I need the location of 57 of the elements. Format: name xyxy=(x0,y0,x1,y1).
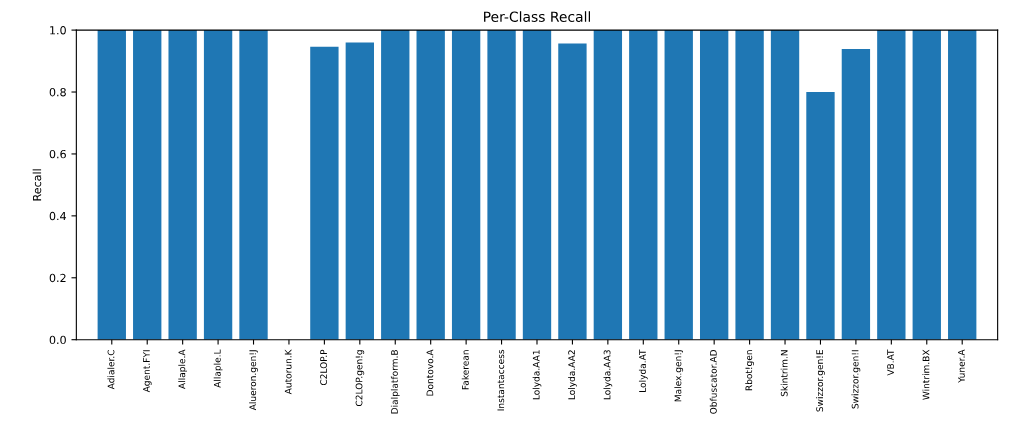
y-tick-label: 1.0 xyxy=(50,26,66,35)
bar xyxy=(522,30,552,340)
bar xyxy=(948,30,977,340)
bar xyxy=(451,30,481,340)
x-tick-label: C2LOP.P xyxy=(320,349,328,386)
bar xyxy=(877,30,906,340)
bar xyxy=(203,30,233,340)
x-tick-label: Malex.gen!J xyxy=(674,350,684,402)
bar xyxy=(806,92,835,340)
bar xyxy=(345,42,374,340)
bar xyxy=(629,30,658,340)
x-tick-label: Lolyda.AA1 xyxy=(532,350,542,400)
bar xyxy=(168,30,197,340)
y-tick-label: 0.2 xyxy=(49,273,66,283)
x-tick-label: Lolyda.AA3 xyxy=(603,350,613,400)
bar xyxy=(558,43,587,340)
bar xyxy=(841,48,871,340)
bar xyxy=(593,30,623,340)
bar xyxy=(735,30,764,340)
bar xyxy=(770,30,800,340)
bar xyxy=(239,30,268,340)
x-tick-label: Agent.FYI xyxy=(143,350,152,393)
bar xyxy=(97,30,126,340)
x-tick-label: Fakerean xyxy=(461,350,469,390)
bar xyxy=(381,30,410,340)
bar xyxy=(133,30,162,340)
chart-title: Per-Class Recall xyxy=(484,11,591,22)
x-tick-label: Dontovo.A xyxy=(426,349,434,396)
x-tick-label: Allaple.L xyxy=(213,349,223,388)
x-tick-label: Swizzor.gen!E xyxy=(816,350,825,412)
bar xyxy=(912,30,941,340)
x-tick-label: Adialer.C xyxy=(107,349,115,390)
x-tick-label: Yuner.A xyxy=(958,349,965,383)
x-tick-label: Autorun.K xyxy=(284,349,292,395)
x-tick-label: Skintrim.N xyxy=(780,350,788,397)
x-tick-label: Dialplatform.B xyxy=(390,350,400,414)
x-tick-label: Rbot!gen xyxy=(745,350,754,391)
y-axis-title: Recall xyxy=(32,169,42,201)
x-tick-label: Wintrim.BX xyxy=(922,349,930,400)
y-tick-label: 0.4 xyxy=(49,211,66,221)
y-tick-label: 0.8 xyxy=(49,87,66,97)
x-tick-label: Obfuscator.AD xyxy=(709,349,717,414)
bar xyxy=(487,30,516,340)
x-tick-label: VB.AT xyxy=(887,349,894,376)
x-tick-label: Alueron.gen!J xyxy=(249,350,258,411)
x-tick-label: Allaple.A xyxy=(178,349,188,389)
y-tick-label: 0.6 xyxy=(49,149,66,159)
bar xyxy=(416,30,445,340)
bar xyxy=(664,30,693,340)
x-tick-label: C2LOP.gen!g xyxy=(355,350,365,407)
bar xyxy=(699,30,729,340)
x-tick-label: Swizzor.gen!I xyxy=(851,350,861,409)
bar xyxy=(310,46,339,340)
x-tick-label: Instantaccess xyxy=(497,349,505,411)
y-tick-label: 0.0 xyxy=(49,335,66,345)
x-tick-label: Lolyda.AA2 xyxy=(568,350,577,400)
x-tick-label: Lolyda.AT xyxy=(638,349,648,392)
